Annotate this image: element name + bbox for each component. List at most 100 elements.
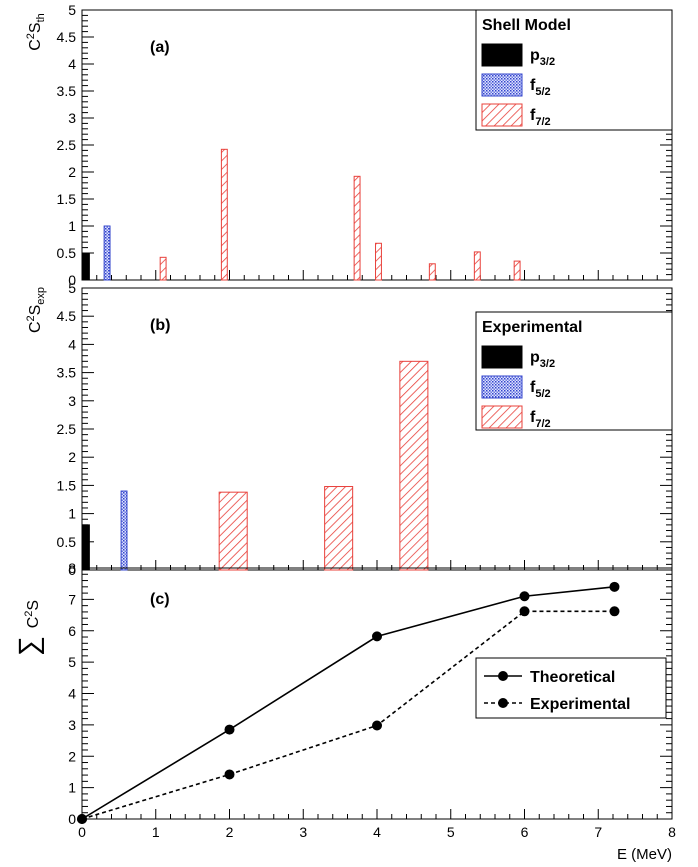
y-axis-label-base: C: [27, 39, 44, 51]
y-tick-label: 2.5: [57, 137, 77, 153]
series-point-0: [372, 631, 382, 642]
legend-box: [475, 657, 667, 719]
y-tick-label: 3.5: [57, 83, 77, 99]
y-tick-label: 3: [68, 393, 76, 409]
y-tick-label: 0.5: [57, 245, 77, 261]
y-tick-label: 0.5: [57, 534, 77, 550]
legend-entry-sub: 7/2: [535, 418, 550, 430]
bar-hatch: [159, 256, 167, 281]
x-tick-label: 2: [226, 824, 234, 840]
y-axis-label-sup: 2: [25, 33, 37, 39]
y-tick-label: 7: [68, 591, 76, 607]
panel-label: (c): [150, 591, 170, 608]
legend-entry-main: f: [530, 379, 536, 396]
series-point-0: [224, 724, 235, 735]
y-tick-label: 0: [68, 562, 76, 578]
bar-hatch: [375, 242, 382, 281]
y-tick-label: 0: [68, 272, 76, 288]
y-tick-label: 3: [68, 110, 76, 126]
legend-entry-sub: 7/2: [535, 116, 550, 128]
bar-blue: [103, 225, 111, 281]
x-tick-label: 4: [373, 824, 381, 840]
legend: Shell Model p3/2 f5/2 f7/2: [475, 9, 673, 131]
bar-hatch: [353, 175, 361, 281]
y-tick-label: 4.5: [57, 29, 77, 45]
legend-entry-label: f5/2: [530, 77, 551, 98]
legend-swatch-hatch: [481, 405, 523, 429]
bar-hatch: [324, 486, 354, 571]
x-tick-label: 8: [668, 824, 676, 840]
legend-entry-label: p3/2: [530, 349, 555, 370]
y-axis-label: C2Sth: [25, 13, 47, 51]
y-tick-label: 8: [68, 560, 76, 576]
y-axis-label-sub: exp: [35, 287, 47, 305]
y-tick-label: 5: [68, 280, 76, 296]
y-axis-sigma: ∑: [13, 628, 44, 656]
legend-entry-main: p: [530, 349, 540, 366]
legend-entry-sub: 3/2: [540, 56, 555, 68]
panel-label: (b): [150, 317, 170, 334]
legend-entry-label: f7/2: [530, 409, 551, 430]
series-point-1: [77, 814, 87, 824]
x-tick-label: 7: [594, 824, 602, 840]
legend-swatch-solid: [481, 345, 523, 369]
bar-blue: [120, 490, 128, 571]
legend-entry-sub: 5/2: [535, 86, 550, 98]
legend-title: Shell Model: [482, 17, 571, 34]
y-tick-label: 1.5: [57, 191, 77, 207]
panel-label: (a): [150, 39, 170, 56]
bar-hatch: [513, 260, 521, 281]
bar-solid: [81, 524, 90, 571]
y-axis-label: ∑ C2S: [13, 600, 44, 656]
x-tick-label: 3: [299, 824, 307, 840]
bar-solid: [81, 252, 90, 281]
y-tick-label: 4: [68, 56, 76, 72]
y-tick-label: 1.5: [57, 477, 77, 493]
series-point-1: [372, 720, 382, 731]
legend-entry-main: p: [530, 47, 540, 64]
y-axis-label-sup: 2: [23, 611, 35, 617]
x-tick-label: 5: [447, 824, 455, 840]
legend: Theoretical Experimental: [475, 657, 667, 719]
legend-title: Experimental: [482, 319, 582, 336]
legend-entry-label: f5/2: [530, 379, 551, 400]
y-tick-label: 3: [68, 717, 76, 733]
x-tick-label: 0: [78, 824, 86, 840]
y-tick-label: 6: [68, 623, 76, 639]
y-tick-label: 2: [68, 748, 76, 764]
y-tick-label: 0: [68, 811, 76, 827]
bar-hatch: [428, 263, 436, 281]
y-tick-label: 4: [68, 686, 76, 702]
legend-swatch-blue: [481, 375, 523, 399]
y-tick-label: 5: [68, 2, 76, 18]
legend-marker-1: [498, 698, 508, 708]
legend-entry-sub: 3/2: [540, 358, 555, 370]
y-tick-label: 1: [68, 506, 76, 522]
y-axis-label-sub: th: [35, 13, 47, 22]
series-point-1: [609, 606, 620, 617]
legend-swatch-solid: [481, 43, 523, 67]
legend-entry-label: f7/2: [530, 107, 551, 128]
x-tick-label: 1: [152, 824, 160, 840]
y-tick-label: 2: [68, 164, 76, 180]
x-axis-label: E (MeV): [617, 846, 672, 863]
series-point-1: [519, 606, 530, 617]
y-tick-label: 3.5: [57, 365, 77, 381]
y-tick-label: 5: [68, 654, 76, 670]
legend-entry-label: p3/2: [530, 47, 555, 68]
y-tick-label: 2: [68, 449, 76, 465]
bar-hatch: [220, 148, 228, 281]
legend-entry-main: f: [530, 409, 536, 426]
y-axis-label-sup: 2: [25, 315, 37, 321]
legend-marker-0: [498, 671, 508, 681]
y-tick-label: 1: [68, 218, 76, 234]
y-axis-label-base: C: [27, 321, 44, 333]
legend-swatch-hatch: [481, 103, 523, 127]
series-point-0: [519, 591, 530, 602]
y-tick-label: 4.5: [57, 308, 77, 324]
series-point-0: [609, 581, 620, 592]
